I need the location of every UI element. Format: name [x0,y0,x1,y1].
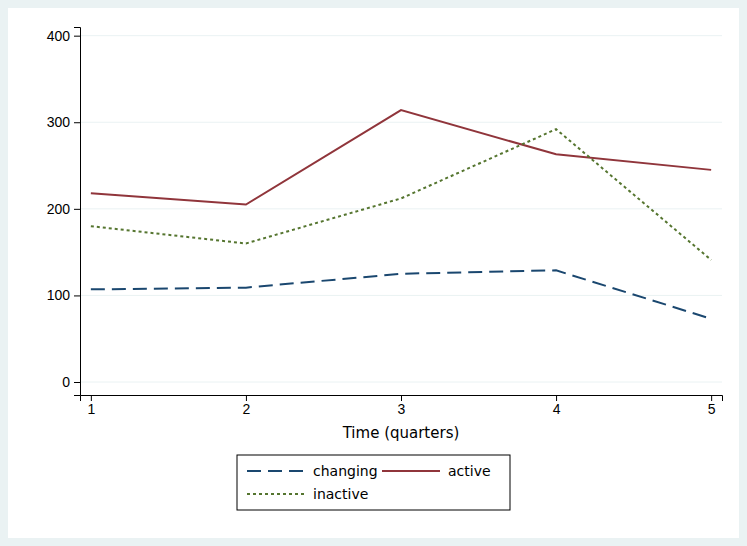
tick: 400 [47,28,80,44]
tick-label: 400 [47,28,71,44]
tick-mark [74,36,80,37]
tick-mark [74,122,80,123]
legend-label: inactive [313,486,368,502]
tick-label: 100 [47,287,71,303]
grid-line [80,295,722,296]
series-line [91,270,711,318]
tick: 2 [243,395,251,417]
tick: 200 [47,201,80,217]
legend-item: inactive [247,486,368,502]
tick: 100 [47,287,80,303]
chart: 0 100 200 300 400 1 2 3 4 5 Time (quarters) changin… [0,0,747,546]
legend-swatch [247,493,305,495]
tick: 1 [87,395,95,417]
tick: 3 [398,395,406,417]
grid-line [80,382,722,383]
series-line [91,129,711,260]
legend-label: active [448,463,491,479]
plot-lines [91,110,711,319]
tick-label: 3 [398,401,406,417]
grid-line [80,208,722,209]
grid-line [80,122,722,123]
tick-mark [74,382,80,383]
legend-swatch [247,470,305,472]
legend: changing active inactive [237,455,510,510]
tick-label: 5 [708,401,716,417]
x-axis-title: Time (quarters) [342,424,460,442]
series-line [91,110,711,204]
tick-label: 4 [553,401,561,417]
tick: 0 [62,374,80,390]
tick: 5 [708,395,716,417]
x-axis: 1 2 3 4 5 [81,395,723,417]
tick-mark [74,209,80,210]
tick-label: 300 [47,114,71,130]
tick-mark [74,295,80,296]
legend-box [237,455,510,510]
grid [80,36,722,382]
axis-line [74,28,81,396]
tick-label: 0 [62,374,70,390]
legend-swatch [382,470,440,472]
grid-line [80,35,722,36]
legend-item: changing [247,463,378,479]
tick-label: 2 [243,401,251,417]
graph-region [8,8,739,538]
y-axis: 0 100 200 300 400 [47,28,81,396]
tick-label: 200 [47,201,71,217]
tick-label: 1 [87,401,95,417]
tick: 4 [553,395,561,417]
tick: 300 [47,114,80,130]
legend-label: changing [313,463,378,479]
legend-item: active [382,463,491,479]
